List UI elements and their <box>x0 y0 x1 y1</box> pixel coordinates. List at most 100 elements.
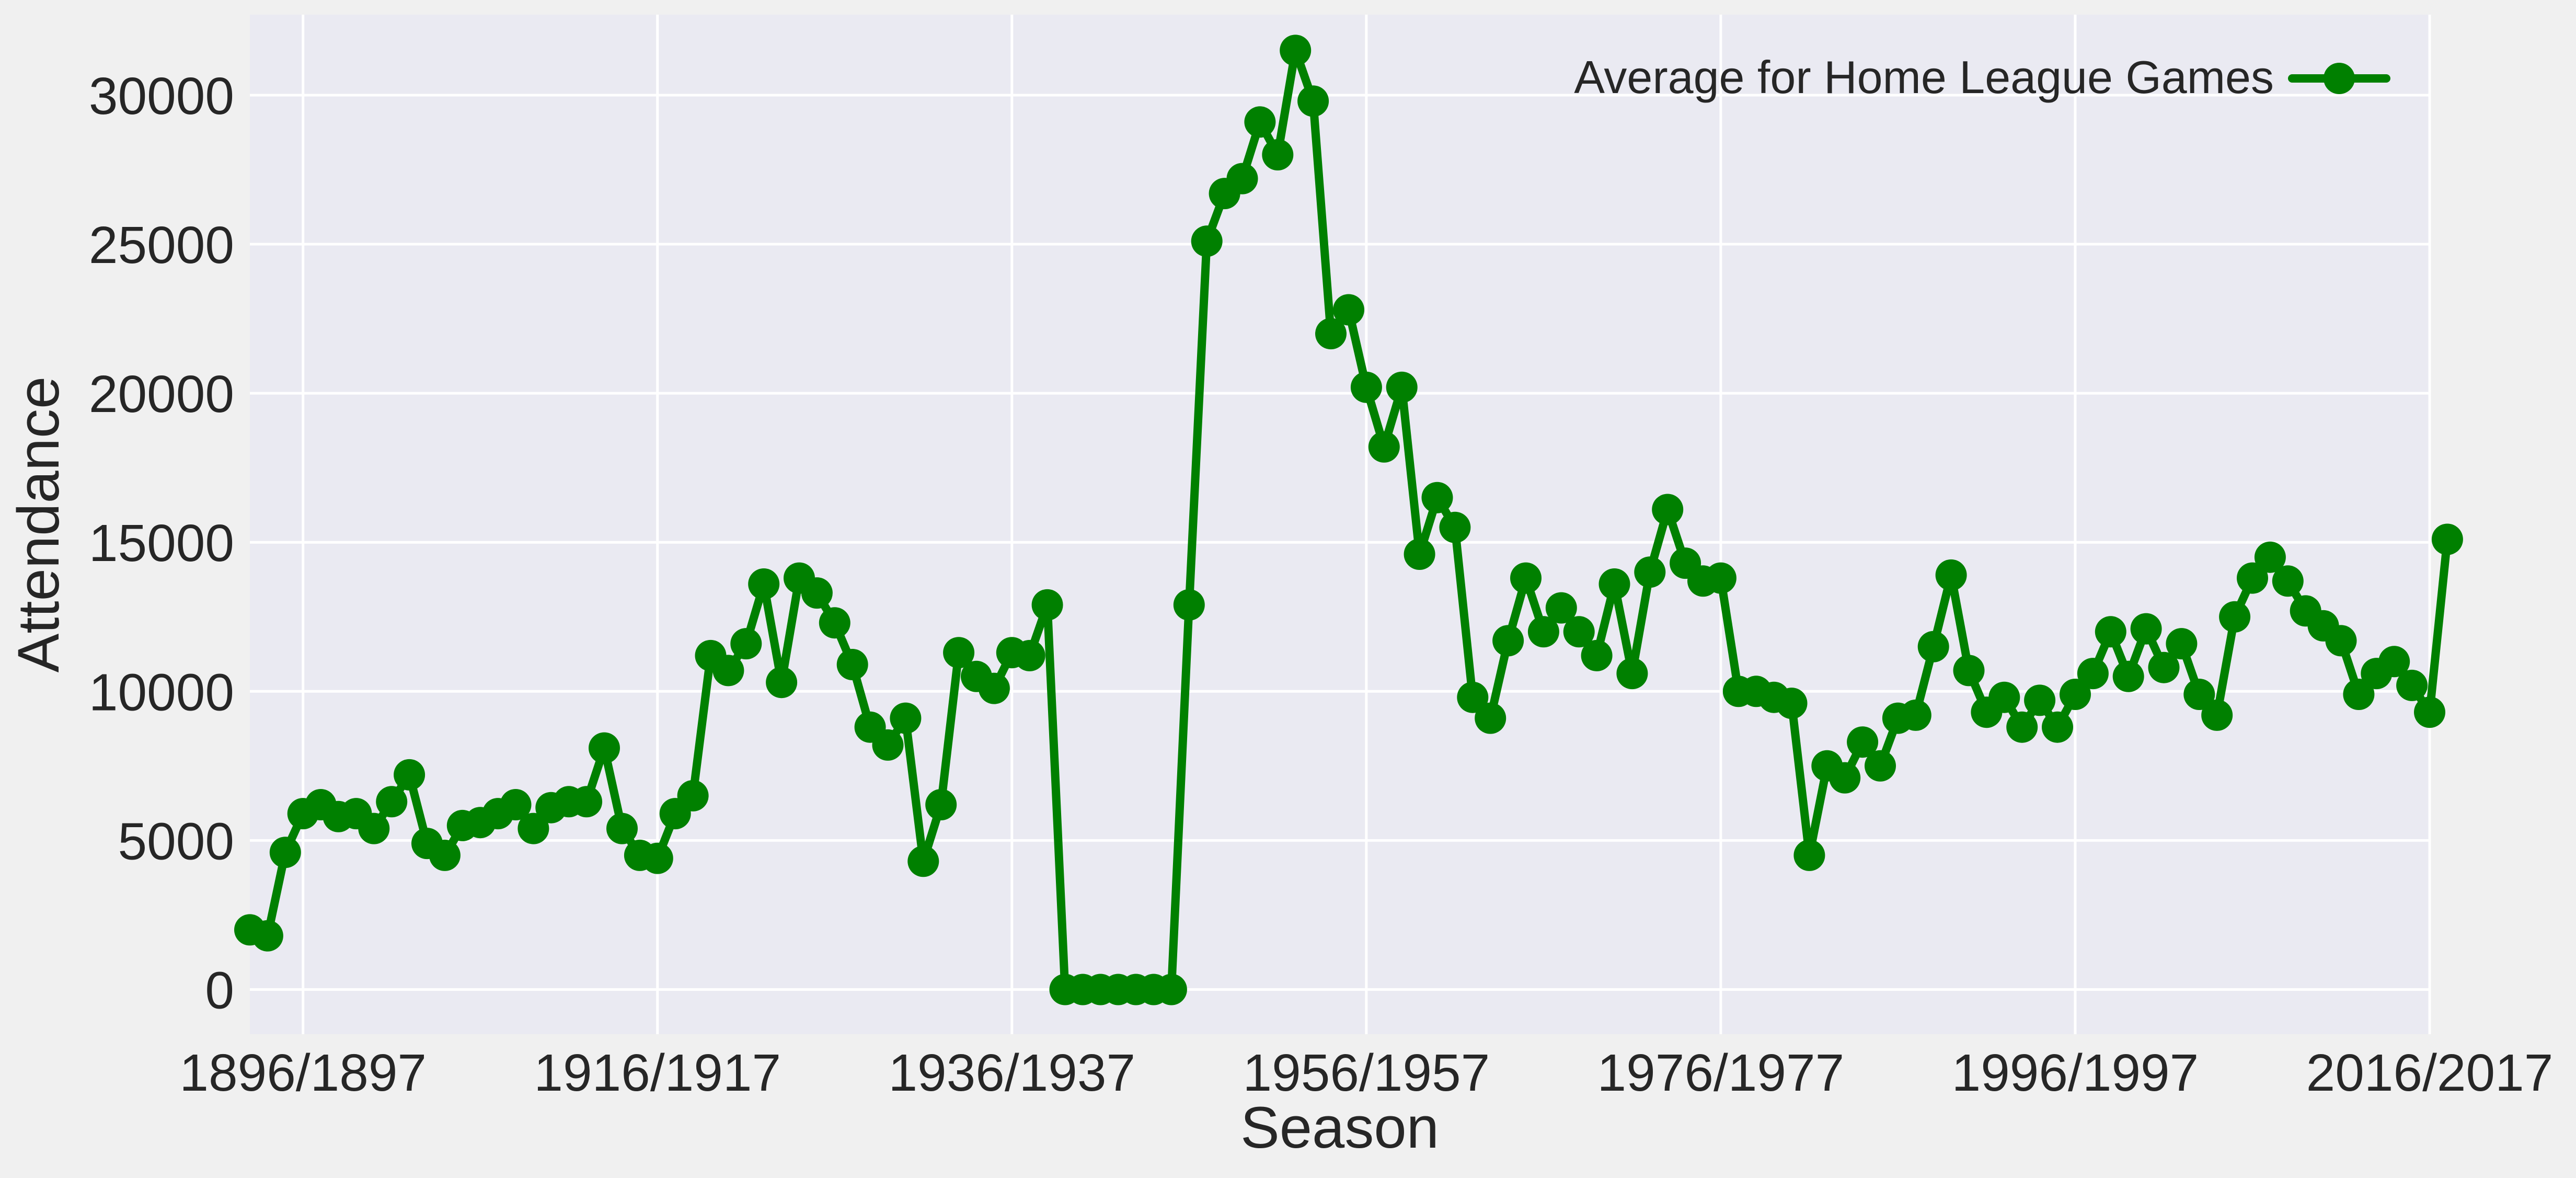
data-point <box>2112 660 2144 692</box>
data-point <box>1527 616 1559 648</box>
data-point <box>1865 750 1896 782</box>
data-point <box>251 920 283 952</box>
data-point <box>1793 839 1825 871</box>
data-point <box>677 780 709 811</box>
data-point <box>1368 431 1400 463</box>
data-point <box>1475 702 1506 734</box>
data-point <box>1439 511 1471 543</box>
data-point <box>1776 688 1808 719</box>
data-point <box>500 789 532 820</box>
data-point <box>2343 679 2375 710</box>
data-point <box>2396 669 2428 701</box>
data-point <box>925 789 957 820</box>
data-point <box>2024 684 2056 716</box>
data-point <box>836 649 868 680</box>
data-point <box>571 786 603 818</box>
data-point <box>1014 639 1045 671</box>
data-point <box>1280 35 1312 66</box>
y-tick-label: 0 <box>205 961 234 1020</box>
data-point <box>943 637 975 669</box>
x-tick-label: 2016/2017 <box>2306 1044 2554 1102</box>
data-point <box>1191 225 1223 257</box>
data-point <box>1847 726 1879 758</box>
series-points <box>234 35 2463 1005</box>
legend: Average for Home League Games <box>1574 51 2390 103</box>
data-point <box>1616 658 1648 690</box>
y-tick-label: 15000 <box>89 514 234 573</box>
data-point <box>1297 85 1329 117</box>
x-tick-label: 1956/1957 <box>1243 1044 1490 1102</box>
data-point <box>2130 613 2162 645</box>
data-point <box>1404 539 1435 570</box>
data-point <box>2237 562 2268 594</box>
data-point <box>2219 601 2251 633</box>
data-point <box>2166 628 2198 660</box>
y-tick-label: 5000 <box>118 812 234 871</box>
data-point <box>1652 494 1684 525</box>
data-point <box>1315 318 1347 350</box>
data-point <box>1226 163 1258 195</box>
data-point <box>730 628 762 660</box>
data-point <box>890 702 922 734</box>
plot-content <box>234 35 2463 1005</box>
data-point <box>1935 559 1967 591</box>
x-tick-label: 1996/1997 <box>1952 1044 2199 1102</box>
data-point <box>606 813 638 844</box>
data-point <box>1492 625 1524 657</box>
x-tick-label: 1936/1937 <box>888 1044 1135 1102</box>
data-point <box>641 842 673 874</box>
data-point <box>2060 679 2091 710</box>
y-axis-label: Attendance <box>6 376 71 673</box>
x-tick-label: 1916/1917 <box>534 1044 781 1102</box>
data-point <box>2414 696 2445 728</box>
data-point <box>2325 625 2357 657</box>
data-point <box>589 732 620 764</box>
data-point <box>2272 565 2304 597</box>
data-point <box>2095 616 2126 648</box>
data-point <box>1900 699 1931 731</box>
data-point <box>819 607 850 639</box>
y-tick-label: 20000 <box>89 365 234 424</box>
data-point <box>1705 562 1736 594</box>
data-point <box>748 568 780 600</box>
data-point <box>1244 106 1276 138</box>
x-tick-label: 1896/1897 <box>179 1044 427 1102</box>
y-tick-label: 10000 <box>89 663 234 722</box>
data-point <box>1333 294 1364 326</box>
data-point <box>1262 139 1294 170</box>
x-axis-label: Season <box>1240 1095 1439 1160</box>
data-point <box>1173 589 1205 621</box>
data-point <box>2148 651 2180 683</box>
legend-label: Average for Home League Games <box>1574 51 2274 103</box>
data-point <box>429 839 461 871</box>
data-point <box>1581 639 1613 671</box>
data-point <box>1457 681 1489 713</box>
data-point <box>907 845 939 877</box>
y-tick-label: 25000 <box>89 216 234 275</box>
data-point <box>269 837 301 868</box>
data-point <box>2254 541 2286 573</box>
data-point <box>712 655 744 687</box>
data-point <box>801 577 833 609</box>
data-point <box>1031 589 1063 621</box>
data-point <box>1953 655 1985 687</box>
legend-marker <box>2324 63 2355 94</box>
data-point <box>394 759 426 791</box>
data-point <box>1350 371 1382 403</box>
data-point <box>1545 592 1577 624</box>
data-point <box>1598 568 1630 600</box>
x-gridlines <box>302 15 2431 1034</box>
data-point <box>1829 762 1861 794</box>
data-point <box>2431 523 2463 555</box>
data-point <box>1386 371 1418 403</box>
x-tick-label: 1976/1977 <box>1597 1044 1845 1102</box>
data-point <box>2006 711 2038 743</box>
data-point <box>2183 679 2215 710</box>
data-point <box>1917 631 1949 662</box>
y-tick-label: 30000 <box>89 67 234 125</box>
data-point <box>766 667 798 699</box>
data-point <box>1155 974 1187 1005</box>
data-point <box>1510 562 1542 594</box>
data-point <box>872 729 904 761</box>
